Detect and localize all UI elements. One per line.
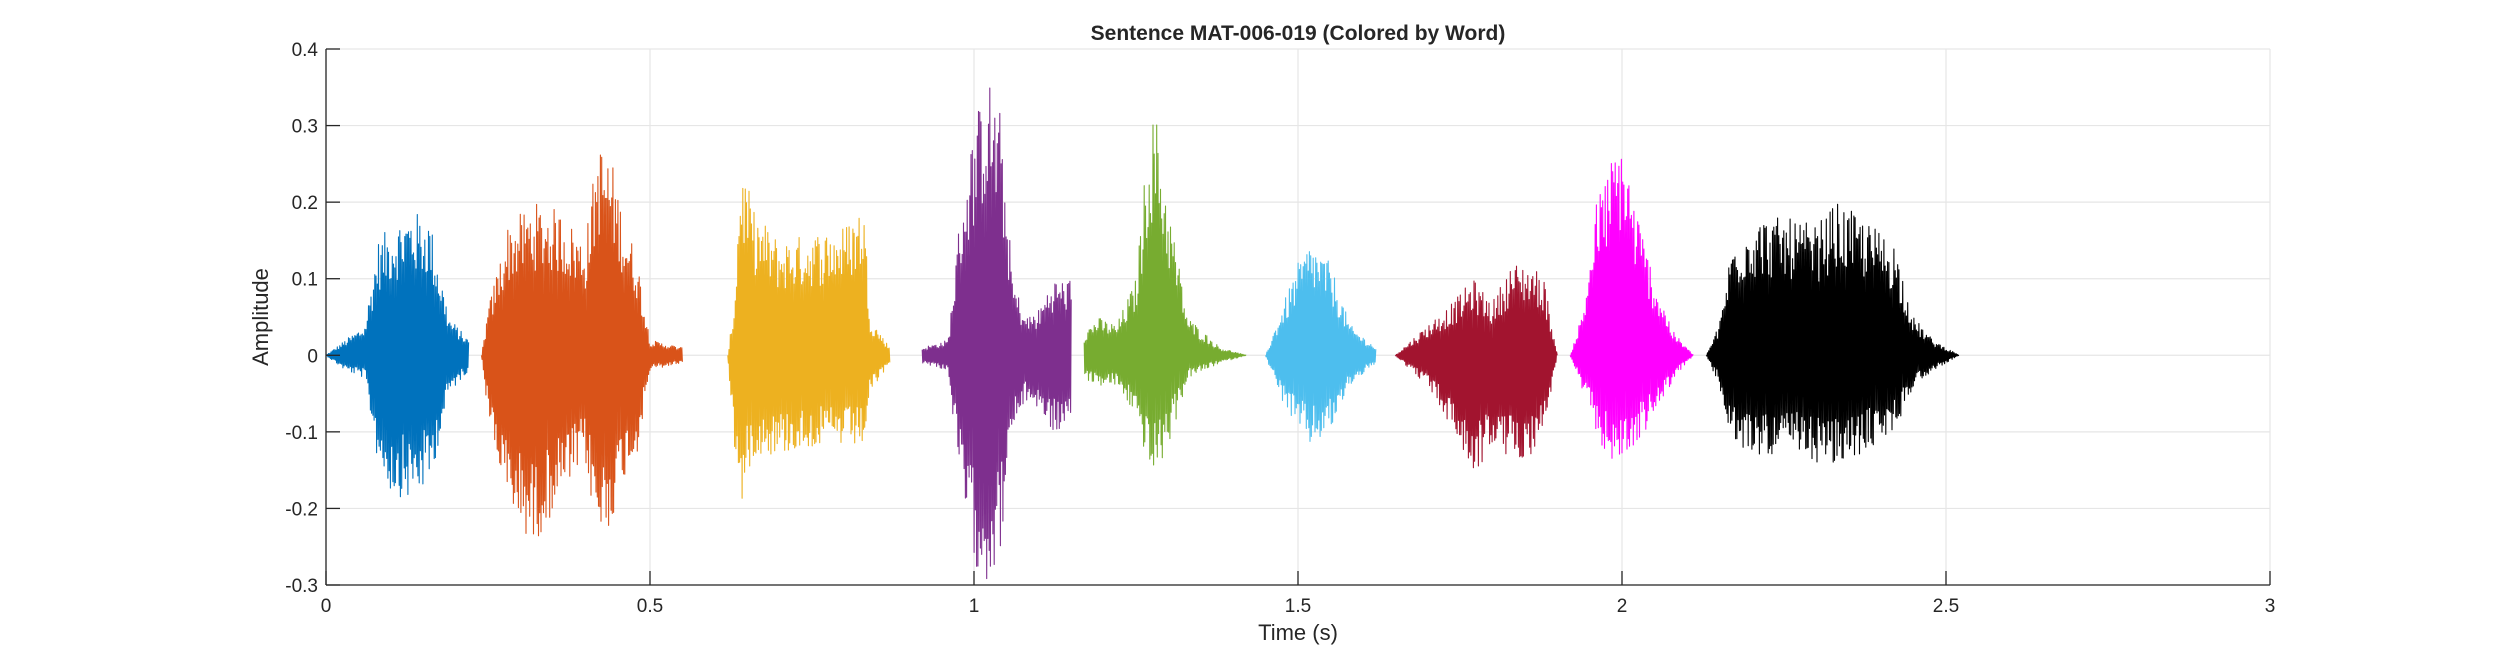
word-waveform-8 bbox=[1569, 158, 1694, 459]
x-tick-label: 1.5 bbox=[1285, 596, 1311, 617]
y-tick-label: -0.2 bbox=[285, 499, 318, 520]
x-tick-label: 2.5 bbox=[1933, 596, 1959, 617]
word-waveform-3 bbox=[727, 187, 891, 499]
y-tick-label: 0 bbox=[307, 346, 318, 367]
x-tick-label: 1 bbox=[969, 596, 980, 617]
axes bbox=[325, 48, 2271, 586]
tick-labels: 0 0.5 1 1.5 2 2.5 3 -0.3 -0.2 -0.1 0 0.1 0.2 0.3 0.4 bbox=[285, 40, 2275, 617]
word-waveform-6 bbox=[1265, 251, 1377, 442]
word-waveform-1 bbox=[325, 213, 470, 498]
word-waveform-9 bbox=[1705, 203, 1960, 463]
y-tick-label: 0.2 bbox=[292, 193, 318, 214]
x-tick-label: 0.5 bbox=[637, 596, 663, 617]
chart-title: Sentence MAT-006-019 (Colored by Word) bbox=[1091, 22, 1506, 45]
x-axis-label: Time (s) bbox=[1258, 620, 1338, 645]
x-tick-label: 2 bbox=[1617, 596, 1628, 617]
y-axis-label: Amplitude bbox=[248, 268, 273, 366]
x-tick-label: 3 bbox=[2265, 596, 2276, 617]
word-waveform-4 bbox=[921, 87, 1072, 580]
word-waveform-2 bbox=[480, 154, 683, 537]
x-tick-label: 0 bbox=[321, 596, 332, 617]
word-waveform-7 bbox=[1394, 265, 1558, 469]
y-tick-label: 0.3 bbox=[292, 117, 318, 138]
y-tick-label: 0.4 bbox=[292, 40, 319, 61]
waveform-series bbox=[325, 87, 1960, 580]
y-tick-label: -0.3 bbox=[285, 576, 318, 597]
y-tick-label: 0.1 bbox=[292, 270, 318, 291]
word-waveform-5 bbox=[1083, 124, 1247, 466]
y-tick-label: -0.1 bbox=[285, 423, 318, 444]
